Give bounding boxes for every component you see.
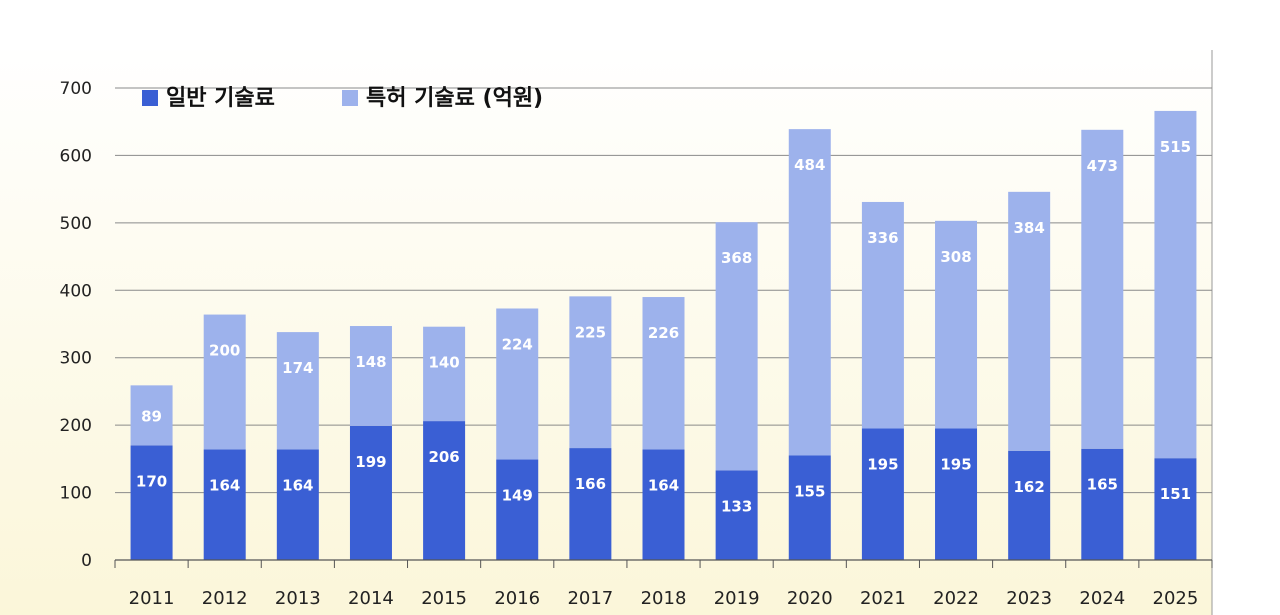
legend: 일반 기술료 특허 기술료 (억원) <box>142 86 543 111</box>
data-label: 515 <box>1160 138 1191 156</box>
data-label: 165 <box>1087 476 1118 494</box>
bar-segment-2023-patent <box>1008 191 1051 451</box>
x-tick-label: 2025 <box>1153 588 1199 609</box>
y-tick-label: 700 <box>60 79 92 99</box>
data-label: 225 <box>575 323 606 341</box>
bar-segment-2014-patent <box>349 326 392 426</box>
x-tick-label: 2018 <box>641 588 687 609</box>
bar-segment-2021-patent <box>861 201 904 429</box>
bar-segment-2021-general <box>861 428 904 560</box>
x-tick-label: 2021 <box>860 588 906 609</box>
data-label: 133 <box>721 497 752 515</box>
data-label: 164 <box>648 476 679 494</box>
bar-segment-2012-patent <box>203 314 246 450</box>
data-label: 224 <box>502 335 533 353</box>
bar-segment-2016-general <box>496 459 539 560</box>
x-tick-label: 2024 <box>1079 588 1125 609</box>
bar-segment-2017-general <box>569 448 612 560</box>
data-label: 149 <box>502 487 533 505</box>
y-axis: 0 100 200 300 400 500 600 700 <box>60 79 92 571</box>
legend-label-patent: 특허 기술료 (억원) <box>366 86 543 111</box>
x-tick-label: 2012 <box>202 588 248 609</box>
x-tick-label: 2019 <box>714 588 760 609</box>
bars: 170 89 164 200 164 174 199 148 206 140 149 224 166 22… <box>130 110 1197 560</box>
data-label: 195 <box>940 456 971 474</box>
data-label: 226 <box>648 324 679 342</box>
x-tick-label: 2011 <box>129 588 175 609</box>
data-label: 384 <box>1014 219 1045 237</box>
bar-segment-2025-patent <box>1154 110 1197 459</box>
data-label: 162 <box>1014 478 1045 496</box>
data-label: 164 <box>209 476 240 494</box>
x-tick-label: 2022 <box>933 588 979 609</box>
data-label: 89 <box>141 407 162 425</box>
bar-segment-2016-patent <box>496 308 539 460</box>
bar-segment-2024-general <box>1081 448 1124 560</box>
y-tick-label: 200 <box>60 416 92 436</box>
bar-segment-2017-patent <box>569 296 612 449</box>
data-label: 140 <box>428 354 459 372</box>
data-label: 206 <box>428 448 459 466</box>
y-tick-label: 500 <box>60 214 92 234</box>
y-tick-label: 400 <box>60 281 92 301</box>
y-tick-label: 0 <box>81 551 92 571</box>
y-tick-label: 300 <box>60 349 92 369</box>
x-tick-label: 2014 <box>348 588 394 609</box>
bar-segment-2024-patent <box>1081 129 1124 449</box>
data-label: 164 <box>282 476 313 494</box>
legend-swatch-patent <box>342 90 358 106</box>
legend-swatch-general <box>142 90 158 106</box>
bar-segment-2020-patent <box>788 129 831 456</box>
legend-label-general: 일반 기술료 <box>166 86 275 111</box>
bar-segment-2013-general <box>276 449 319 560</box>
x-tick-label: 2023 <box>1006 588 1052 609</box>
bar-segment-2018-patent <box>642 297 685 450</box>
data-label: 155 <box>794 482 825 500</box>
bar-segment-2019-general <box>715 470 758 560</box>
data-label: 336 <box>867 229 898 247</box>
data-label: 368 <box>721 249 752 267</box>
y-tick-label: 600 <box>60 146 92 166</box>
bar-segment-2022-patent <box>935 220 978 429</box>
x-tick-label: 2016 <box>494 588 540 609</box>
data-label: 148 <box>355 353 386 371</box>
bar-segment-2018-general <box>642 449 685 560</box>
bar-segment-2019-patent <box>715 222 758 471</box>
x-tick-label: 2013 <box>275 588 321 609</box>
data-label: 174 <box>282 359 313 377</box>
bar-segment-2025-general <box>1154 458 1197 560</box>
bar-segment-2020-general <box>788 455 831 560</box>
data-label: 170 <box>136 472 167 490</box>
x-tick-label: 2017 <box>567 588 613 609</box>
data-label: 200 <box>209 342 240 360</box>
x-tick-label: 2020 <box>787 588 833 609</box>
data-label: 195 <box>867 456 898 474</box>
bar-segment-2013-patent <box>276 332 319 450</box>
data-label: 473 <box>1087 157 1118 175</box>
bar-segment-2022-general <box>935 428 978 560</box>
bar-segment-2015-patent <box>423 326 466 422</box>
x-tick-label: 2015 <box>421 588 467 609</box>
data-label: 151 <box>1160 485 1191 503</box>
x-axis: 2011 2012 2013 2014 2015 2016 2017 2018 2019 2020… <box>114 559 1213 609</box>
bar-segment-2011-patent <box>130 385 173 446</box>
data-label: 199 <box>355 453 386 471</box>
bar-segment-2011-general <box>130 445 173 560</box>
data-label: 166 <box>575 475 606 493</box>
bar-segment-2015-general <box>423 421 466 560</box>
y-tick-label: 100 <box>60 484 92 504</box>
bar-segment-2014-general <box>349 425 392 560</box>
bar-segment-2023-general <box>1008 450 1051 560</box>
data-label: 484 <box>794 156 825 174</box>
bar-segment-2012-general <box>203 449 246 560</box>
data-label: 308 <box>940 248 971 266</box>
